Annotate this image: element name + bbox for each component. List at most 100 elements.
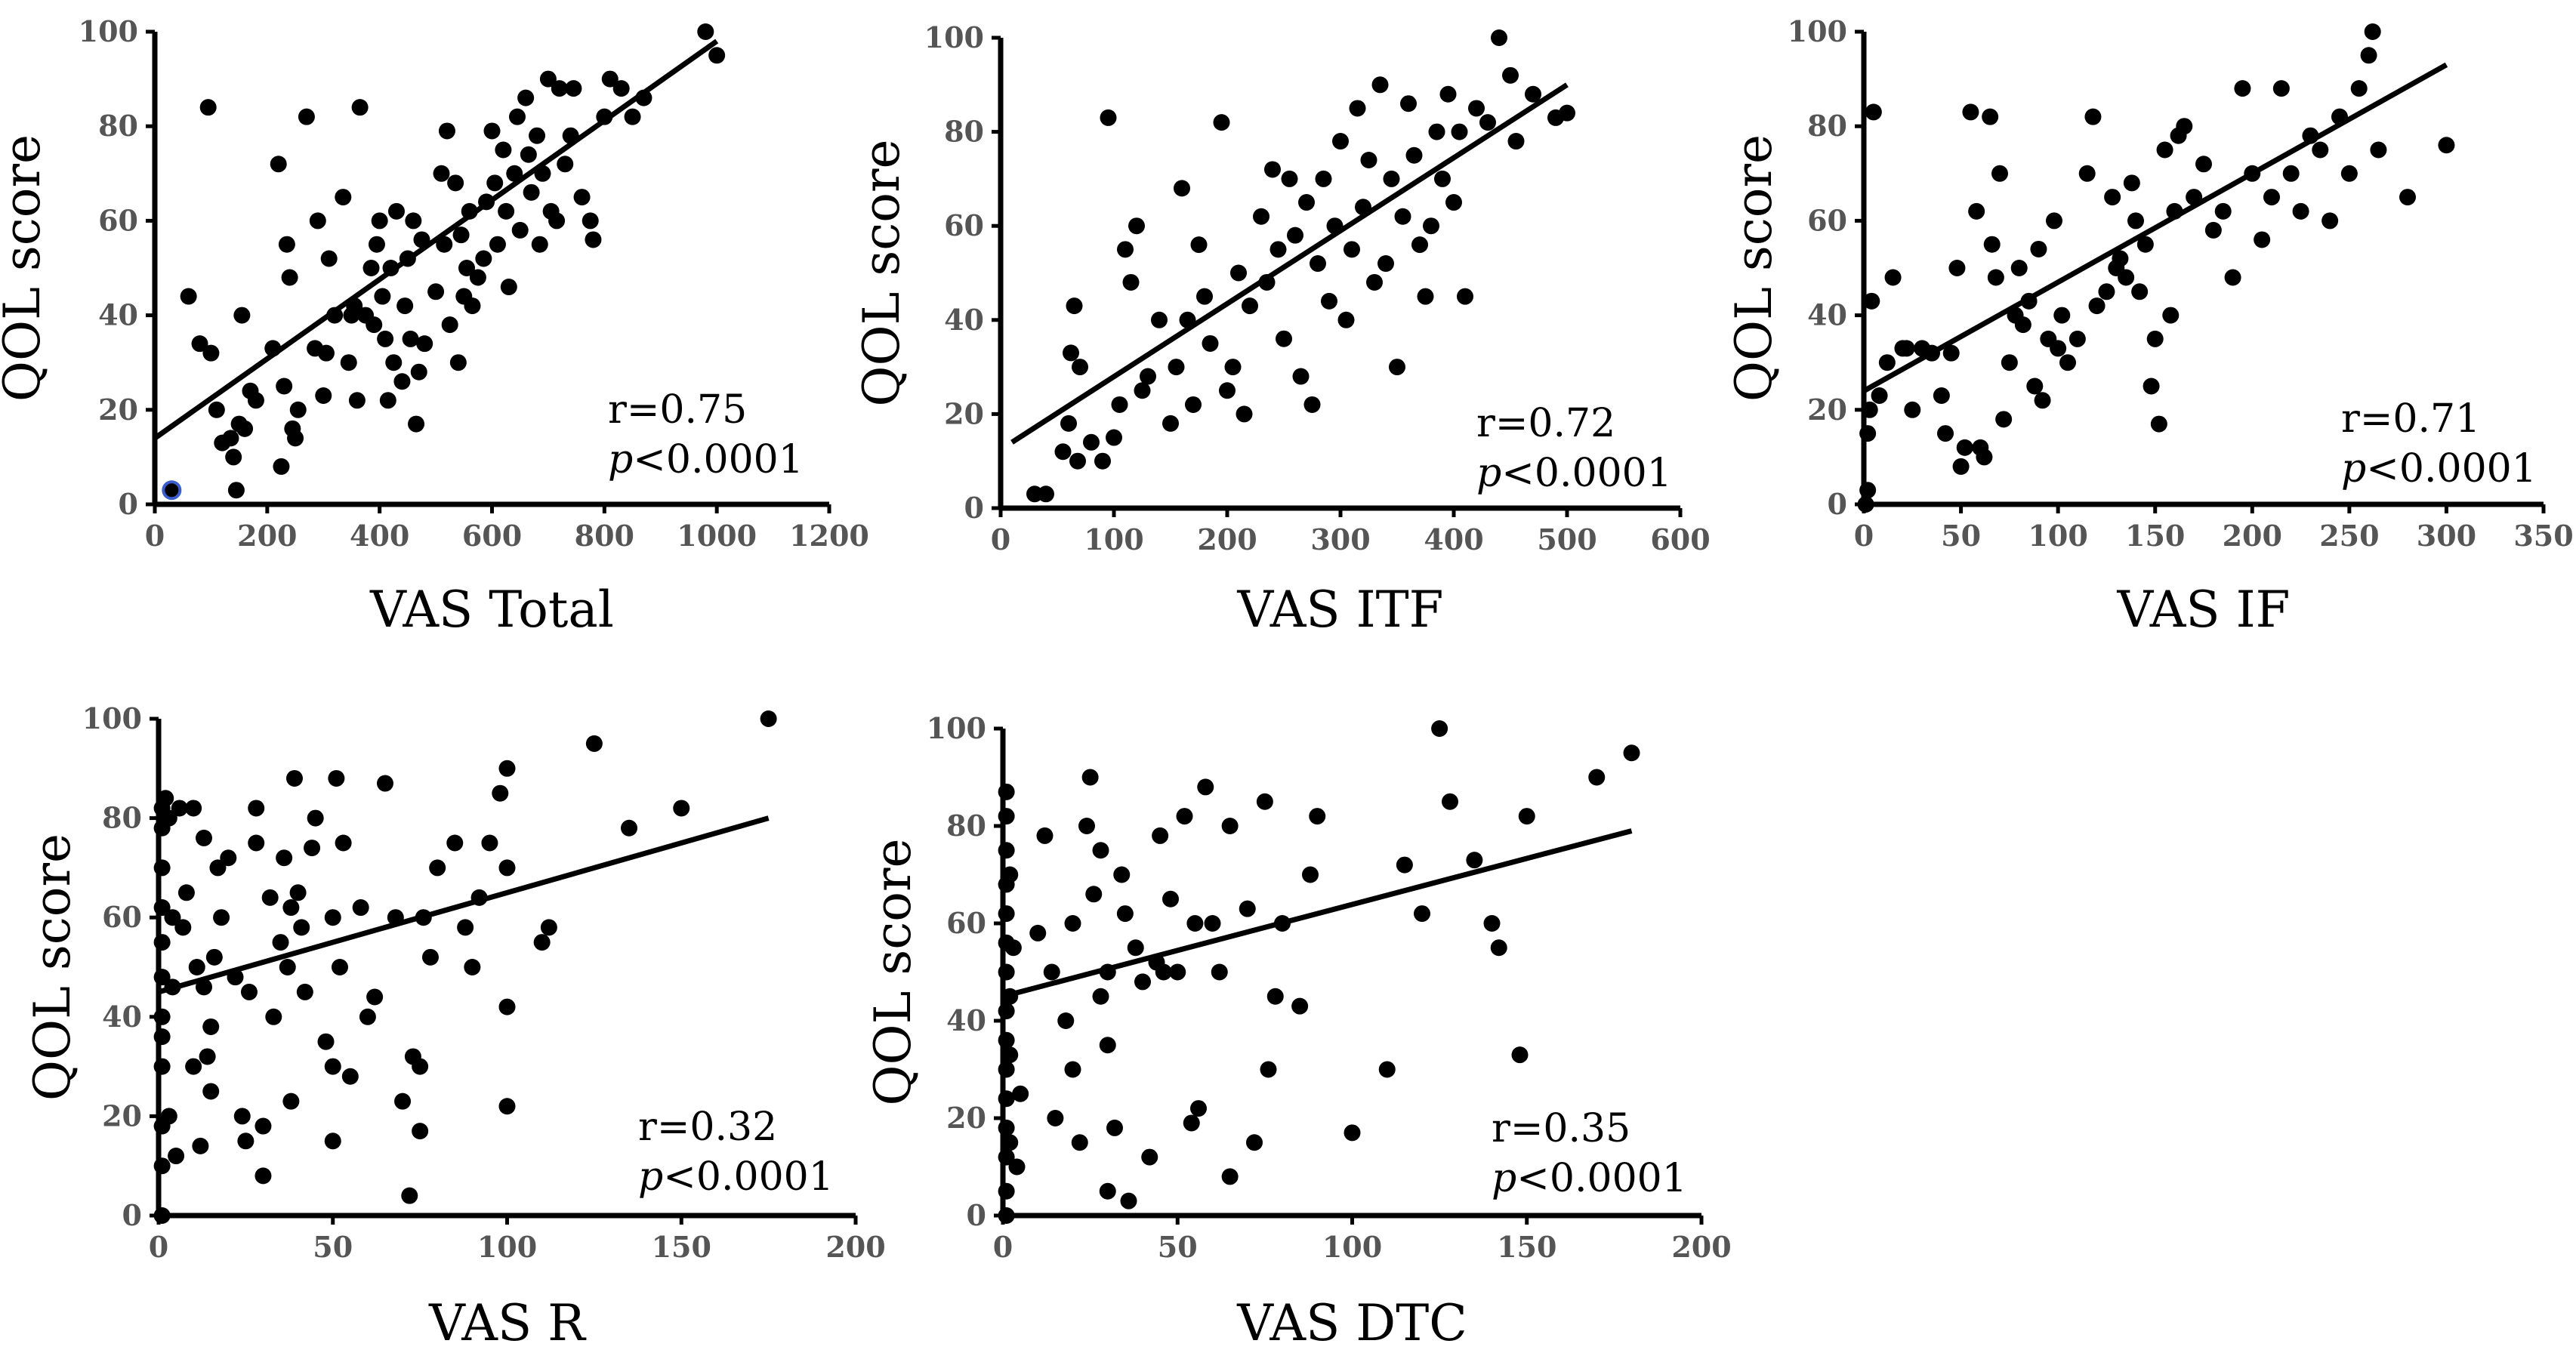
y-tick-label: 60: [1807, 203, 1847, 237]
scatter-panel-4: 0 20 40 60 80 100 0 50 100 150 200 VAS R QOL score r=…: [23, 701, 886, 1352]
data-point: [1344, 241, 1360, 258]
data-point: [523, 183, 540, 201]
x-axis-title: VAS ITF: [1237, 581, 1444, 639]
correlation-r: r=0.75: [608, 387, 747, 433]
correlation-r: r=0.35: [1492, 1106, 1630, 1151]
data-point: [240, 983, 258, 1000]
p-value: p<0.0001: [2341, 446, 2537, 492]
data-point: [2340, 165, 2358, 182]
x-tick-label: 0: [1854, 519, 1874, 553]
data-point: [1269, 241, 1287, 258]
y-tick-label: 100: [79, 14, 138, 48]
data-point: [359, 1008, 376, 1025]
data-point: [276, 378, 293, 395]
data-point: [2263, 189, 2280, 206]
data-point: [233, 307, 251, 324]
data-point: [255, 1117, 272, 1135]
data-point: [1064, 1061, 1081, 1078]
data-point: [157, 790, 174, 807]
y-tick-label: 80: [98, 109, 138, 143]
data-point: [539, 70, 557, 88]
y-tick-label: 100: [927, 711, 986, 745]
y-tick-label: 80: [1807, 109, 1847, 143]
p-symbol: p: [608, 437, 633, 482]
data-point: [1183, 1114, 1200, 1132]
data-point: [1134, 973, 1151, 991]
data-point: [1623, 744, 1640, 762]
data-point: [612, 80, 630, 97]
y-tick-label: 20: [102, 1099, 142, 1132]
data-point: [1004, 939, 1022, 957]
data-point: [2350, 80, 2368, 97]
data-point: [192, 1137, 209, 1154]
data-point: [2312, 141, 2329, 159]
data-point: [2118, 269, 2135, 286]
data-point: [506, 165, 523, 182]
data-point: [1008, 1158, 1026, 1176]
data-point: [209, 859, 227, 877]
p-value-number: <0.0001: [663, 1154, 834, 1200]
data-point: [1983, 236, 2001, 253]
x-tick-label: 600: [1650, 522, 1710, 556]
data-point: [548, 212, 566, 230]
y-tick-label: 40: [944, 303, 984, 337]
x-tick-label: 200: [237, 519, 297, 553]
data-point: [195, 829, 212, 846]
data-point: [481, 834, 498, 852]
data-point: [697, 23, 714, 40]
data-point: [287, 430, 304, 447]
data-point: [377, 330, 394, 347]
data-point: [511, 221, 529, 239]
data-point: [1169, 963, 1186, 981]
data-point: [1211, 963, 1228, 981]
data-point: [394, 1092, 412, 1110]
x-tick-label: 150: [1497, 1230, 1556, 1264]
x-tick-label: 100: [2028, 519, 2087, 553]
data-point: [1302, 866, 1319, 883]
x-tick-label: 400: [350, 519, 409, 553]
data-point: [433, 165, 450, 182]
x-tick-label: 150: [2125, 519, 2185, 553]
data-point: [282, 899, 300, 917]
data-point: [2224, 269, 2241, 286]
data-point: [1057, 1012, 1075, 1029]
data-point: [1321, 292, 1337, 310]
data-point: [1197, 778, 1214, 796]
x-tick-label: 800: [575, 519, 634, 553]
data-point: [427, 283, 445, 300]
data-point: [2143, 378, 2160, 395]
data-point: [498, 859, 516, 877]
x-tick-label: 200: [2223, 519, 2282, 553]
data-point: [529, 127, 546, 144]
p-value: p<0.0001: [1476, 451, 1672, 496]
y-axis-title: QOL score: [853, 139, 911, 406]
x-tick-label: 1200: [789, 519, 869, 553]
data-point: [447, 174, 464, 192]
data-point: [276, 849, 293, 867]
data-point: [261, 889, 279, 906]
data-point: [341, 1068, 359, 1085]
data-point: [1451, 123, 1468, 140]
scatter-panel-2: 0 20 40 60 80 100 0 100 200 300 400 500 600 VAS ITF QO…: [853, 20, 1711, 639]
data-point: [1141, 1148, 1158, 1166]
data-point: [1298, 194, 1315, 211]
data-point: [1066, 297, 1083, 315]
data-point: [236, 420, 254, 437]
data-point: [475, 250, 492, 267]
data-point: [2069, 330, 2086, 347]
data-point: [1878, 354, 1896, 371]
data-point: [2204, 221, 2222, 239]
data-point: [998, 1003, 1015, 1020]
data-point: [1507, 133, 1525, 150]
data-point: [498, 760, 516, 777]
data-point: [998, 1061, 1015, 1078]
data-point: [601, 70, 619, 88]
x-tick-label: 200: [1197, 522, 1257, 556]
data-point: [1246, 1134, 1263, 1151]
data-point: [492, 784, 509, 802]
data-point: [307, 809, 324, 827]
data-point: [1196, 288, 1213, 305]
data-point: [1253, 208, 1269, 225]
data-point: [162, 482, 179, 499]
